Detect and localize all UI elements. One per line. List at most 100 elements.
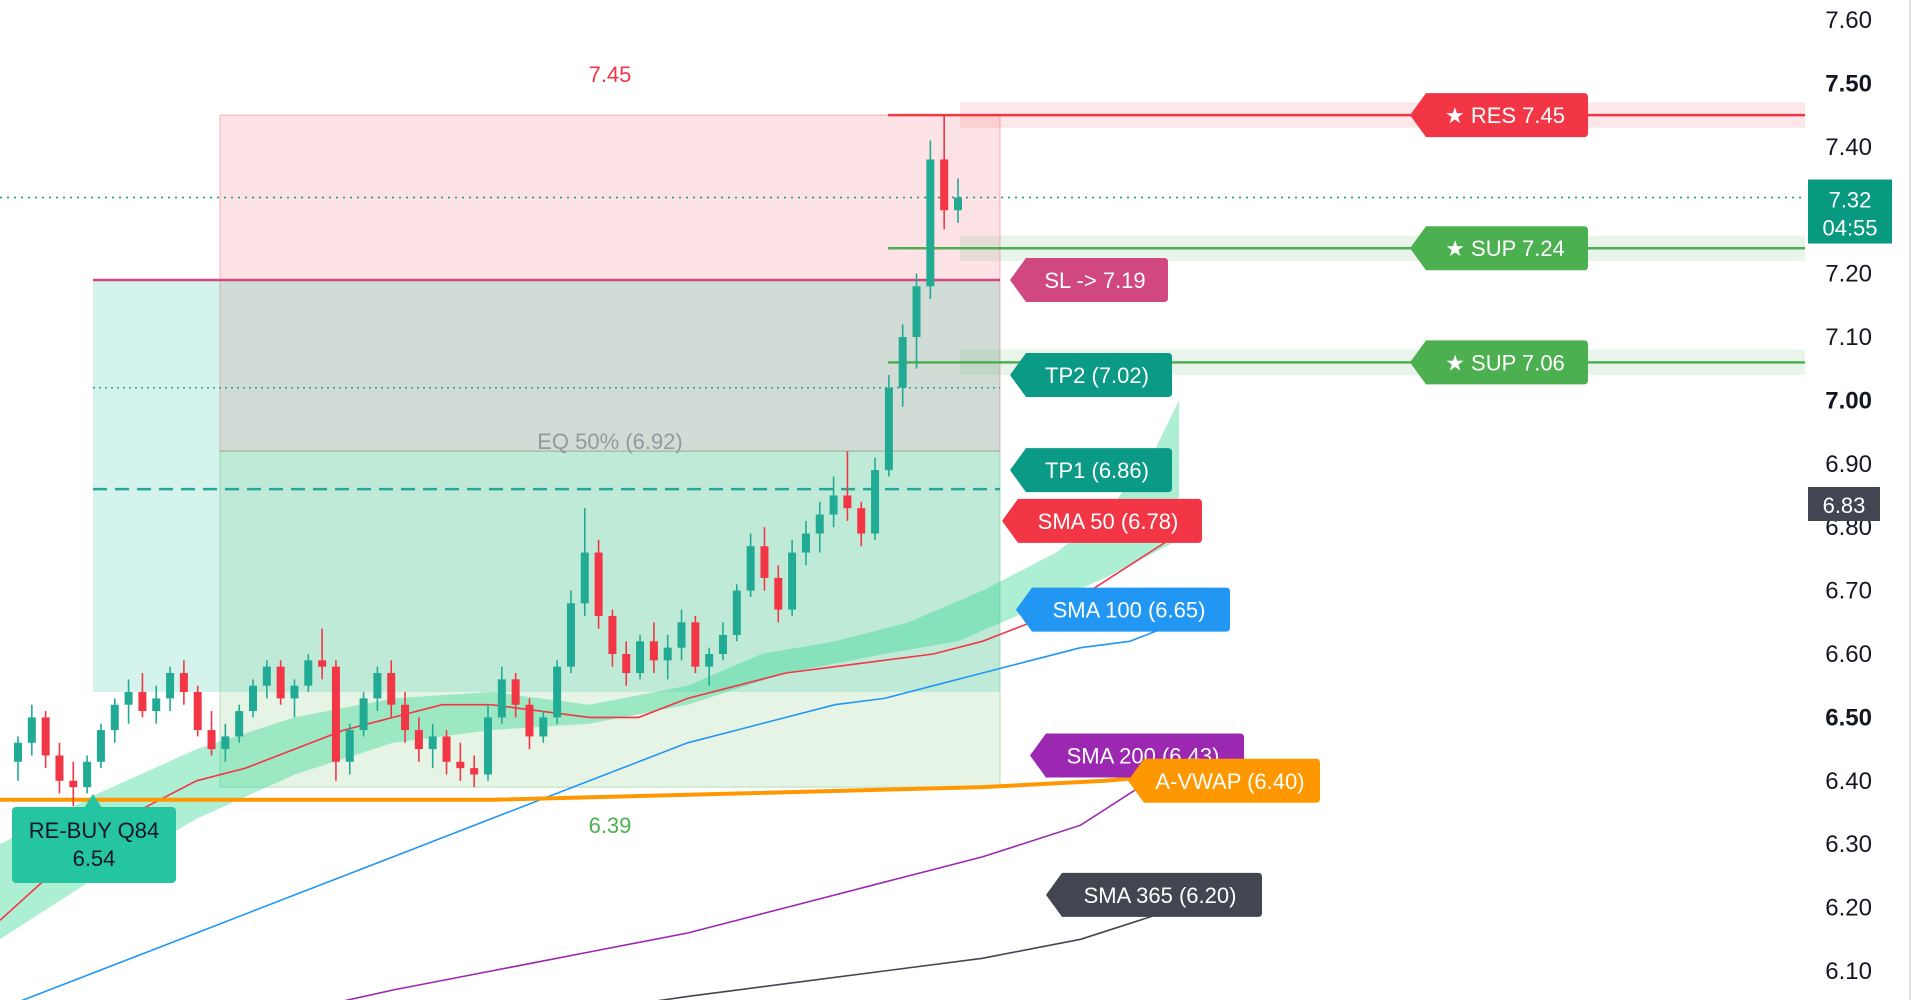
premium-zone (219, 114, 1001, 452)
candle (55, 742, 64, 794)
current-price-bg (1808, 179, 1892, 244)
tag-sma-100[interactable]: SMA 100 (6.65) (1016, 587, 1230, 632)
candle-body (152, 698, 161, 712)
candle (884, 375, 893, 477)
candle-body (373, 673, 382, 699)
candle-body (580, 552, 589, 604)
tp1-tag[interactable]: TP1 (6.86) (1010, 448, 1172, 493)
candle-body (594, 552, 603, 616)
candle-body (553, 666, 562, 718)
candle-body (249, 685, 257, 712)
tag-sma-50[interactable]: SMA 50 (6.78) (1002, 498, 1202, 543)
marker-price-tag: 6.83 (1808, 487, 1880, 522)
candle (788, 539, 797, 616)
ma-line-sma-50 (0, 532, 1180, 921)
candle (857, 501, 866, 547)
tag-a-vwap[interactable]: A-VWAP (6.40) (1128, 758, 1320, 803)
candle (871, 457, 880, 540)
y-tick-label: 7.20 (1825, 261, 1872, 288)
sl-tag-shape (1010, 257, 1168, 302)
candle (359, 692, 368, 737)
candle-body (456, 761, 465, 769)
candle-body (677, 622, 686, 648)
candle-body (940, 159, 949, 211)
candle-body (276, 666, 285, 699)
candle (331, 660, 340, 781)
candle (843, 451, 852, 521)
entry-label-line1: RE-BUY Q84 (29, 818, 159, 843)
sup-706-tag[interactable]: ★ SUP 7.06 (1410, 340, 1588, 385)
candle-body (608, 615, 617, 654)
sup-724-tag[interactable]: ★ SUP 7.24 (1410, 226, 1588, 271)
candle-body (732, 590, 741, 635)
candle (636, 634, 645, 680)
candle (539, 711, 548, 743)
tag-sma-100-shape (1016, 587, 1230, 632)
eq-label: EQ 50% (6.92) (537, 429, 683, 454)
candle-body (774, 577, 783, 610)
candle (580, 508, 589, 616)
candle-body (719, 634, 727, 654)
tp1-tag-shape (1010, 448, 1172, 493)
candle-body (857, 508, 866, 534)
candle (912, 273, 921, 369)
candle-body (691, 622, 700, 667)
candle-body (954, 197, 962, 211)
tp2-tag-shape (1010, 353, 1172, 398)
marker-price-bg (1808, 487, 1880, 522)
y-tick-label: 7.10 (1825, 324, 1872, 351)
entry-label[interactable]: RE-BUY Q84 6.54 (12, 794, 176, 883)
candle (566, 590, 575, 674)
candle (193, 685, 202, 737)
y-tick-label: 7.00 (1825, 387, 1872, 414)
candle-body (815, 514, 824, 534)
candle (41, 711, 50, 769)
candle-body (27, 717, 36, 743)
ma-line-sma-200 (344, 761, 1180, 1000)
candle (719, 622, 727, 661)
candle-body (843, 495, 852, 509)
candle (594, 539, 603, 629)
marker-price-value: 6.83 (1823, 493, 1866, 518)
y-tick-label: 6.40 (1825, 768, 1872, 795)
candle-body (166, 673, 175, 699)
candle-body (193, 692, 202, 731)
candle-body (871, 470, 880, 534)
candle (801, 520, 810, 566)
ma-line-sma-100 (21, 621, 1180, 1000)
tag-sma-365-shape (1046, 872, 1262, 917)
candle (166, 666, 175, 712)
candle (110, 698, 119, 743)
tp2-tag[interactable]: TP2 (7.02) (1010, 353, 1172, 398)
candle (207, 711, 216, 756)
candle (470, 755, 479, 788)
y-tick-label: 6.30 (1825, 831, 1872, 858)
candle (774, 565, 783, 623)
candle-body (331, 666, 340, 762)
candle (732, 584, 741, 642)
candle (27, 704, 36, 756)
candle (926, 140, 935, 299)
candle (940, 115, 949, 230)
candle-body (138, 692, 147, 712)
candle (649, 622, 658, 674)
candle-body (41, 717, 50, 756)
res-tag[interactable]: ★ RES 7.45 (1410, 93, 1588, 138)
candle-body (345, 730, 354, 762)
candle-body (511, 679, 520, 705)
y-tick-label: 6.50 (1825, 704, 1872, 731)
candle-body (649, 641, 658, 661)
candle (96, 723, 105, 769)
candle-body (829, 495, 838, 515)
tag-sma-365[interactable]: SMA 365 (6.20) (1046, 872, 1262, 917)
candle-body (96, 730, 105, 762)
candle-body (124, 692, 133, 705)
sl-tag[interactable]: SL -> 7.19 (1010, 257, 1168, 302)
candle-body (760, 546, 769, 578)
candle-body (14, 742, 22, 762)
tag-a-vwap-text: A-VWAP (6.40) (1155, 769, 1304, 794)
candle (124, 679, 133, 724)
candle-body (318, 660, 327, 667)
candle-body (110, 704, 119, 731)
